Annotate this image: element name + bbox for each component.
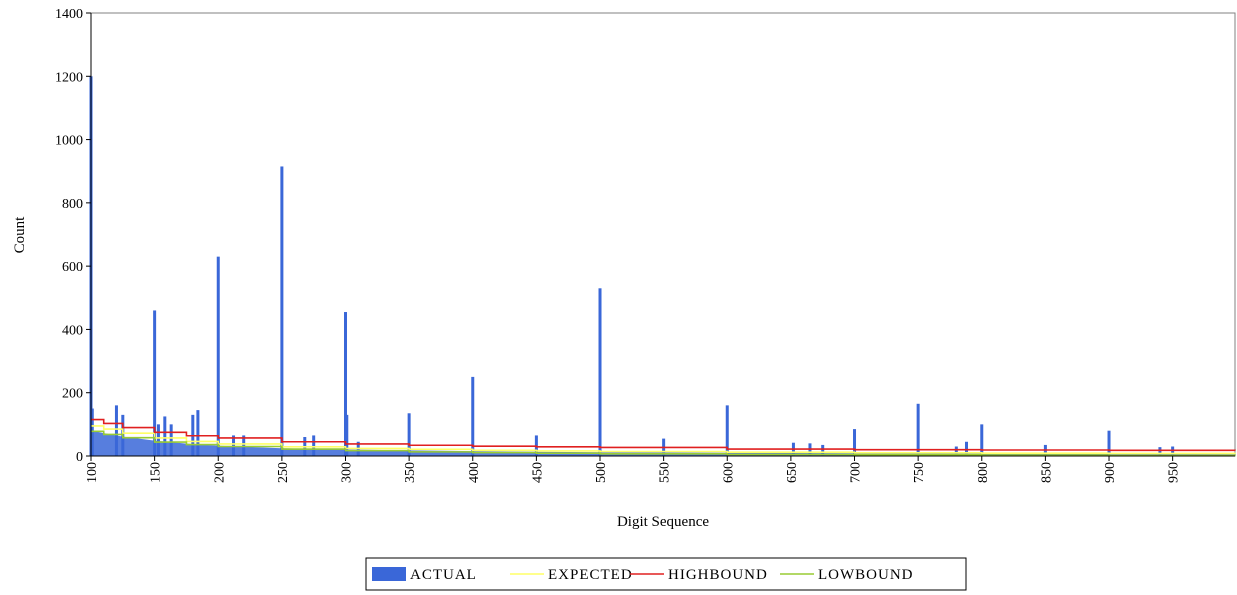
plot-frame xyxy=(90,12,1236,457)
actual-bar xyxy=(312,435,316,456)
actual-bar xyxy=(725,405,729,456)
actual-bar xyxy=(344,312,348,456)
lowbound-line xyxy=(91,430,1236,457)
x-tick-label: 100 xyxy=(85,462,100,483)
y-tick-label: 200 xyxy=(62,387,83,402)
y-tick-label: 600 xyxy=(62,260,83,275)
plot-area xyxy=(89,12,1236,457)
actual-bar xyxy=(954,446,958,456)
x-tick-label: 250 xyxy=(276,462,291,483)
actual-bar xyxy=(216,256,220,456)
y-tick-label: 400 xyxy=(62,323,83,338)
actual-bar xyxy=(345,414,349,456)
x-tick-label: 200 xyxy=(212,462,227,483)
x-tick-label: 850 xyxy=(1039,462,1054,483)
actual-bar xyxy=(280,166,284,457)
x-tick-label: 750 xyxy=(912,462,927,483)
y-tick-label: 1400 xyxy=(55,7,83,22)
x-tick-label: 300 xyxy=(340,462,355,483)
actual-base-area xyxy=(91,430,1235,456)
x-tick-label: 450 xyxy=(530,462,545,483)
actual-bar xyxy=(1158,447,1162,456)
expected-line xyxy=(91,425,1236,455)
actual-bar xyxy=(853,429,857,456)
x-axis-title: Digit Sequence xyxy=(617,514,709,530)
actual-bar xyxy=(980,424,984,456)
x-tick-label: 900 xyxy=(1103,462,1118,483)
actual-bar xyxy=(196,410,200,456)
y-tick-label: 0 xyxy=(76,450,83,465)
x-tick-label: 650 xyxy=(785,462,800,483)
legend-swatch-actual xyxy=(372,567,406,581)
x-tick-label: 800 xyxy=(976,462,991,483)
actual-bar xyxy=(916,403,920,456)
x-tick-label: 600 xyxy=(721,462,736,483)
legend-label-highbound: HIGHBOUND xyxy=(668,567,768,583)
legend-box xyxy=(365,557,967,591)
legend-label-expected: EXPECTED xyxy=(548,567,633,583)
x-tick-label: 500 xyxy=(594,462,609,483)
x-tick-label: 700 xyxy=(849,462,864,483)
actual-bar xyxy=(153,310,157,456)
highbound-line xyxy=(91,418,1236,452)
actual-bar xyxy=(471,376,475,456)
x-tick-label: 350 xyxy=(403,462,418,483)
x-tick-label: 950 xyxy=(1167,462,1182,483)
actual-bar xyxy=(169,424,173,456)
actual-bar xyxy=(90,408,94,456)
legend-label-lowbound: LOWBOUND xyxy=(818,567,914,583)
actual-bar xyxy=(598,288,602,456)
x-axis: 100 150 200 250 300 350 400 450 500 550 600 650 700 7… xyxy=(85,455,1235,483)
y-tick-label: 1000 xyxy=(55,134,83,149)
actual-bar xyxy=(1171,446,1175,456)
y-tick-label: 1200 xyxy=(55,70,83,85)
actual-bar xyxy=(821,444,825,456)
actual-bar xyxy=(407,413,411,456)
legend: ACTUAL EXPECTED HIGHBOUND LOWBOUND xyxy=(365,557,967,591)
x-tick-label: 150 xyxy=(149,462,164,483)
actual-bar xyxy=(1107,430,1111,456)
y-axis-title: Count xyxy=(12,216,28,254)
x-tick-label: 400 xyxy=(467,462,482,483)
actual-bar xyxy=(156,424,160,456)
y-tick-label: 800 xyxy=(62,197,83,212)
legend-label-actual: ACTUAL xyxy=(410,567,477,583)
actual-bar xyxy=(163,416,167,456)
x-tick-label: 550 xyxy=(658,462,673,483)
y-axis: 0 200 400 600 800 1000 1200 1400 xyxy=(55,7,92,465)
actual-bar xyxy=(114,405,118,456)
